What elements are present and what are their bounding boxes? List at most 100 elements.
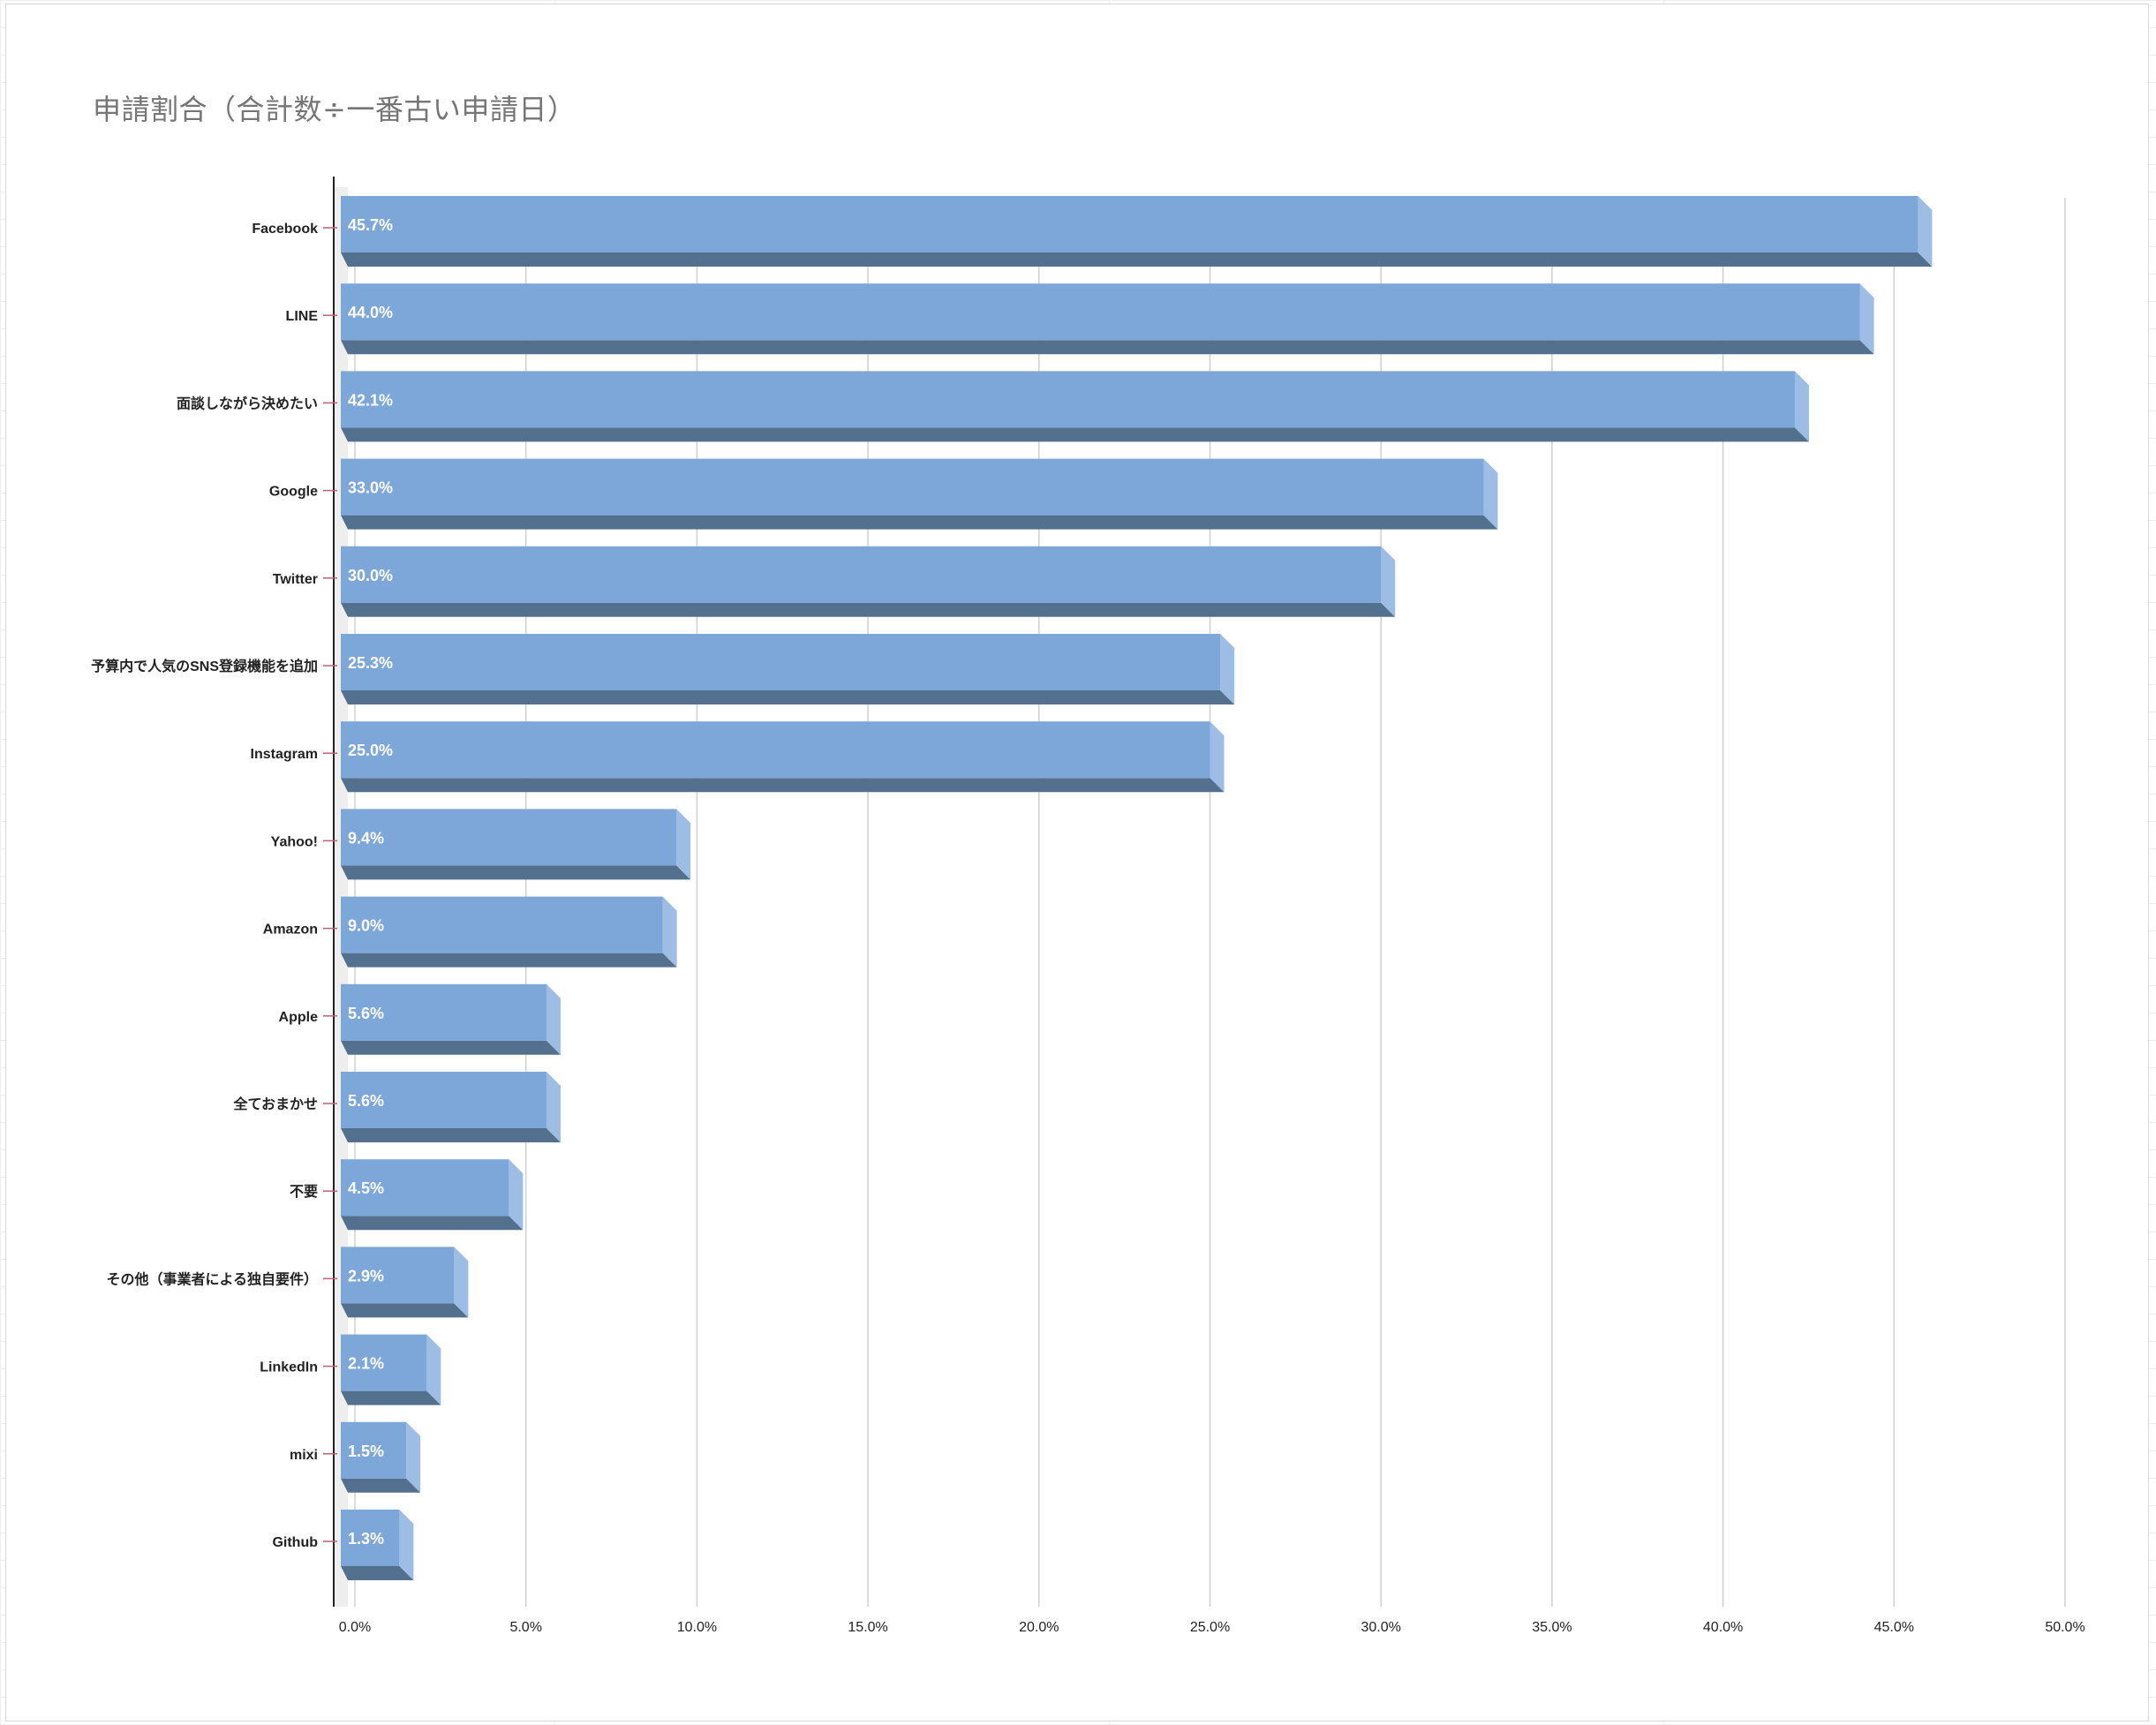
bar: [341, 1247, 455, 1304]
bar: [341, 283, 1860, 341]
bar-end-face: [454, 1247, 469, 1318]
bar: [341, 1159, 509, 1217]
x-tick-label: 25.0%: [1190, 1620, 1230, 1635]
bar: [341, 983, 547, 1041]
bar-end-face: [1794, 371, 1809, 442]
category-label: LinkedIn: [260, 1360, 318, 1375]
category-label: Instagram: [251, 747, 318, 762]
bar-end-face: [509, 1159, 524, 1231]
bar-end-face: [1210, 721, 1225, 793]
category-label: 全ておまかせ: [232, 1096, 318, 1112]
category-label: mixi: [290, 1448, 318, 1463]
x-tick-label: 50.0%: [2045, 1620, 2084, 1635]
category-label: Github: [272, 1535, 318, 1550]
bar-end-face: [1483, 458, 1498, 530]
bar-group: 42.1% 面談しながら決めたい: [177, 371, 1809, 442]
bar-group: 44.0% LINE: [286, 283, 1874, 355]
bar-bottom-face: [341, 1566, 414, 1580]
x-tick-label: 40.0%: [1703, 1620, 1743, 1635]
data-label: 4.5%: [348, 1179, 384, 1197]
bar-group: 2.1% LinkedIn: [260, 1334, 441, 1405]
category-label: Yahoo!: [271, 834, 318, 849]
bar-end-face: [662, 896, 677, 968]
data-label: 33.0%: [348, 479, 393, 497]
data-label: 30.0%: [348, 567, 393, 584]
bar-group: 1.5% mixi: [290, 1421, 421, 1493]
bar-group: 1.3% Github: [272, 1510, 414, 1580]
bar-end-face: [676, 809, 691, 880]
bar: [341, 1421, 407, 1479]
data-label: 5.6%: [348, 1005, 384, 1022]
bar-group: 25.3% 予算内で人気のSNS登録機能を追加: [91, 634, 1235, 704]
x-tick-label: 45.0%: [1874, 1620, 1914, 1635]
bar-group: 9.4% Yahoo!: [271, 809, 691, 880]
category-label: Google: [269, 485, 318, 500]
bar-end-face: [1381, 546, 1396, 617]
data-label: 44.0%: [348, 304, 393, 321]
bar-bottom-face: [341, 953, 677, 968]
bar-end-face: [1918, 196, 1933, 267]
bar-bottom-face: [341, 690, 1235, 704]
data-label: 45.7%: [348, 216, 393, 234]
category-label: Amazon: [263, 923, 318, 938]
bar-group: 45.7% Facebook: [252, 196, 1933, 267]
data-label: 2.9%: [348, 1267, 384, 1284]
bar: [341, 1334, 427, 1391]
category-label: その他（事業者による独自要件）: [106, 1270, 318, 1287]
bar-group: 25.0% Instagram: [251, 721, 1225, 793]
data-label: 2.1%: [348, 1355, 384, 1373]
bar-bottom-face: [341, 340, 1874, 355]
bar-bottom-face: [341, 252, 1933, 267]
bar-bottom-face: [341, 1478, 421, 1493]
x-tick-label: 10.0%: [677, 1620, 717, 1635]
bar-bottom-face: [341, 1040, 561, 1055]
bar-bottom-face: [341, 515, 1498, 530]
data-label: 1.5%: [348, 1443, 384, 1460]
bar-bottom-face: [341, 1390, 441, 1405]
bar-end-face: [399, 1510, 414, 1580]
bar: [341, 634, 1221, 690]
data-label: 9.0%: [348, 917, 384, 935]
bar-bottom-face: [341, 1216, 524, 1231]
bar-bottom-face: [341, 602, 1396, 617]
x-tick-label: 30.0%: [1361, 1620, 1401, 1635]
data-label: 25.0%: [348, 742, 393, 759]
bar-end-face: [546, 1072, 561, 1142]
bar: [341, 1072, 547, 1128]
bar: [341, 546, 1382, 603]
bar-group: 5.6% 全ておまかせ: [232, 1072, 561, 1142]
data-label: 42.1%: [348, 391, 393, 409]
bar-end-face: [1220, 634, 1235, 704]
x-tick-label: 35.0%: [1532, 1620, 1572, 1635]
bar-end-face: [406, 1421, 421, 1493]
bar-end-face: [1859, 283, 1874, 355]
bar: [341, 896, 663, 953]
data-label: 1.3%: [348, 1530, 384, 1548]
bar: [341, 458, 1484, 516]
bar: [341, 809, 677, 866]
category-label: Facebook: [252, 222, 318, 237]
bar-group: 9.0% Amazon: [263, 896, 677, 968]
x-tick-label: 0.0%: [339, 1620, 371, 1635]
chart-title: 申請割合（合計数÷一番古い申請日）: [93, 93, 577, 126]
bar: [341, 721, 1210, 779]
bar: [341, 371, 1795, 428]
category-label: 予算内で人気のSNS登録機能を追加: [91, 658, 318, 674]
x-tick-label: 20.0%: [1019, 1620, 1059, 1635]
data-label: 9.4%: [348, 829, 384, 847]
bar-bottom-face: [341, 1303, 469, 1318]
x-tick-label: 5.0%: [509, 1620, 541, 1635]
category-label: LINE: [286, 309, 319, 324]
x-tick-label: 15.0%: [848, 1620, 887, 1635]
bar-group: 33.0% Google: [269, 458, 1498, 530]
bar-bottom-face: [341, 778, 1225, 793]
data-label: 5.6%: [348, 1092, 384, 1110]
bar-group: 5.6% Apple: [279, 983, 561, 1055]
bar: [341, 196, 1919, 252]
category-label: Twitter: [273, 572, 318, 587]
bar-end-face: [546, 983, 561, 1055]
bar-end-face: [426, 1334, 441, 1405]
bar-group: 4.5% 不要: [290, 1159, 524, 1231]
bar-bottom-face: [341, 865, 691, 880]
